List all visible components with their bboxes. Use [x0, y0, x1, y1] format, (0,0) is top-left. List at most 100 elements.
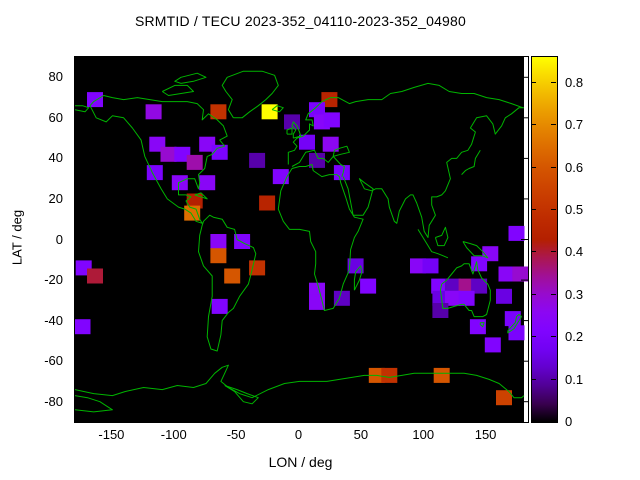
- heat-cell: [309, 152, 325, 168]
- heat-cell: [508, 325, 525, 341]
- colorbar-tick-mark: [551, 209, 556, 211]
- colorbar-tick-mark: [551, 293, 556, 295]
- heat-cell: [444, 290, 461, 306]
- coastline: [224, 385, 259, 405]
- heat-cell: [432, 303, 449, 318]
- heat-cell: [284, 114, 300, 130]
- heat-cell: [299, 134, 315, 150]
- coastline: [75, 105, 90, 113]
- heat-cell: [512, 266, 528, 282]
- heat-cell: [199, 136, 216, 152]
- heat-cell: [410, 258, 426, 274]
- coastline: [277, 164, 364, 311]
- heat-cell: [469, 319, 486, 335]
- coastline: [75, 364, 525, 399]
- colorbar-tick-mark: [531, 419, 536, 421]
- y-tick-label: -40: [44, 312, 63, 328]
- heat-cell: [458, 290, 475, 306]
- heat-cell: [249, 152, 266, 168]
- x-tick-label: -150: [98, 427, 125, 442]
- coastline: [462, 241, 489, 259]
- y-tick-label: -60: [44, 353, 63, 369]
- coastline: [286, 127, 293, 135]
- heat-cell: [381, 367, 398, 383]
- coastline: [198, 214, 257, 352]
- colorbar-tick-label: 0.3: [565, 286, 584, 302]
- heat-cell: [496, 288, 512, 304]
- heat-cell: [234, 234, 251, 249]
- coastline: [291, 149, 345, 177]
- colorbar-tick-mark: [551, 378, 556, 380]
- colorbar-tick-mark: [531, 378, 536, 380]
- heat-cell: [333, 165, 350, 181]
- heat-cell: [504, 311, 521, 327]
- heat-cell: [309, 282, 325, 298]
- y-tick-label: 60: [48, 109, 63, 125]
- colorbar-tick-label: 0.2: [565, 329, 584, 345]
- y-tick-label: -20: [44, 272, 63, 288]
- heat-cell: [199, 175, 216, 191]
- heat-cell: [211, 298, 228, 314]
- heat-cell: [259, 195, 276, 211]
- coastline: [174, 72, 207, 84]
- heat-cell: [498, 266, 515, 282]
- y-tick-label: 20: [48, 190, 63, 206]
- coastline: [353, 265, 363, 291]
- y-tick-label: -80: [44, 393, 63, 409]
- plot-area: [74, 56, 529, 423]
- x-tick-label: -100: [160, 427, 187, 442]
- colorbar-tick-mark: [531, 293, 536, 295]
- coastline: [417, 229, 449, 259]
- heat-cell: [471, 278, 488, 294]
- x-tick-label: 150: [474, 427, 497, 442]
- heat-cell: [145, 104, 162, 120]
- heat-cell: [444, 278, 461, 294]
- colorbar-tick-mark: [531, 81, 536, 83]
- heat-cell: [87, 92, 103, 108]
- coastline: [194, 192, 208, 200]
- heat-cell: [433, 367, 450, 383]
- heat-cell: [484, 337, 501, 353]
- coastline: [75, 395, 113, 413]
- coastline: [434, 226, 449, 247]
- heat-cell: [186, 154, 203, 170]
- colorbar-tick-label: 0.5: [565, 202, 584, 218]
- heat-cell: [432, 290, 449, 306]
- heat-cell: [210, 234, 227, 249]
- y-tick-label: 40: [48, 150, 63, 166]
- colorbar-tick-label: 0.6: [565, 159, 584, 175]
- x-axis-label: LON / deg: [268, 454, 333, 470]
- y-tick-label: 0: [55, 231, 63, 247]
- colorbar-tick-mark: [551, 336, 556, 338]
- heat-cell: [508, 225, 525, 241]
- coastline: [291, 121, 302, 139]
- colorbar-tick-label: 0.1: [565, 371, 584, 387]
- heat-cell: [333, 290, 350, 306]
- x-tick-label: -50: [226, 427, 246, 442]
- heat-cell: [210, 248, 227, 264]
- heat-cell: [171, 175, 188, 191]
- colorbar-tick-mark: [531, 336, 536, 338]
- coastline: [439, 261, 491, 318]
- heat-cell: [422, 258, 439, 274]
- heat-cell: [322, 136, 339, 152]
- colorbar-tick-mark: [531, 124, 536, 126]
- coastline: [287, 82, 523, 165]
- coastline: [271, 105, 284, 113]
- coastline: [221, 70, 279, 119]
- colorbar-tick-mark: [551, 166, 556, 168]
- heat-cell: [272, 169, 289, 185]
- coastline: [332, 145, 350, 157]
- heat-cell: [174, 146, 191, 162]
- coastline: [507, 314, 522, 334]
- heat-cell: [224, 268, 241, 284]
- colorbar-tick-mark: [551, 251, 556, 253]
- heat-cell: [458, 278, 475, 294]
- colorbar-tick-label: 0: [565, 414, 573, 429]
- x-tick-label: 100: [412, 427, 435, 442]
- y-tick-label: 80: [48, 69, 63, 85]
- colorbar-tick-label: 0.7: [565, 117, 584, 133]
- coastline: [479, 322, 485, 328]
- colorbar-tick-mark: [551, 124, 556, 126]
